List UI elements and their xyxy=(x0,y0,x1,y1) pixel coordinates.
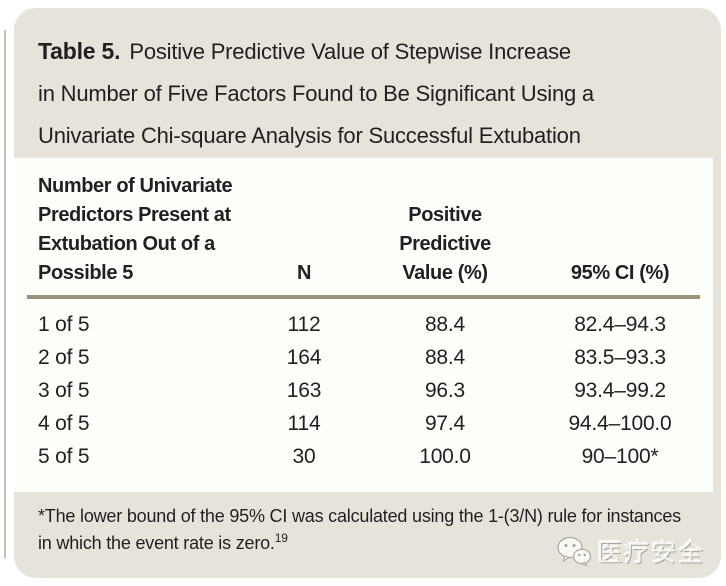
table-panel: Number of Univariate Predictors Present … xyxy=(14,158,713,492)
cell-ci: 82.4–94.3 xyxy=(574,312,666,336)
table-title-text-1: Positive Predictive Value of Stepwise In… xyxy=(129,39,571,64)
table-title: Table 5. Positive Predictive Value of Ste… xyxy=(14,8,721,158)
footnote-line-1: *The lower bound of the 95% CI was calcu… xyxy=(38,506,681,526)
table-title-line-2: in Number of Five Factors Found to Be Si… xyxy=(38,81,594,106)
table-number-label: Table 5. xyxy=(38,38,121,64)
col-header-n: N xyxy=(296,262,312,284)
cell-predictors: 4 of 5 xyxy=(38,411,90,435)
table-body: 1 of 5 112 88.4 82.4–94.3 2 of 5 164 88.… xyxy=(14,299,713,473)
scan-edge-line xyxy=(4,30,6,558)
table-footnote: *The lower bound of the 95% CI was calcu… xyxy=(14,492,721,557)
col-header-ppv: Positive Predictive Value (%) xyxy=(399,204,491,284)
wechat-icon xyxy=(557,536,592,567)
cell-ci: 93.4–99.2 xyxy=(574,378,666,402)
table-row: 2 of 5 164 88.4 83.5–93.3 xyxy=(38,341,713,374)
table-card: Table 5. Positive Predictive Value of Ste… xyxy=(14,8,721,578)
cell-predictors: 3 of 5 xyxy=(38,378,90,402)
watermark-text: 医疗安全 xyxy=(596,539,705,567)
cell-n: 30 xyxy=(292,444,316,468)
table-title-line-3: Univariate Chi-square Analysis for Succe… xyxy=(38,123,581,148)
cell-ppv: 100.0 xyxy=(419,444,471,468)
cell-ci: 94.4–100.0 xyxy=(568,411,672,435)
table-row: 1 of 5 112 88.4 82.4–94.3 xyxy=(38,308,713,341)
col-header-predictors: Number of Univariate Predictors Present … xyxy=(38,175,233,284)
cell-n: 164 xyxy=(286,345,322,369)
cell-n: 114 xyxy=(287,411,321,435)
table-title-line-1: Table 5. Positive Predictive Value of Ste… xyxy=(38,30,703,73)
cell-ppv: 97.4 xyxy=(424,411,466,435)
cell-n: 163 xyxy=(286,378,322,402)
table-row: 5 of 5 30 100.0 90–100* xyxy=(38,440,713,473)
cell-ppv: 88.4 xyxy=(424,312,466,336)
header-rule xyxy=(27,295,700,299)
table-header-row: Number of Univariate Predictors Present … xyxy=(14,158,713,288)
cell-ppv: 96.3 xyxy=(424,378,466,402)
cell-n: 112 xyxy=(287,312,321,336)
footnote-reference: 19 xyxy=(274,531,288,545)
cell-ppv: 88.4 xyxy=(424,345,466,369)
col-header-ci: 95% CI (%) xyxy=(570,262,670,284)
cell-ci: 83.5–93.3 xyxy=(574,345,666,369)
watermark: 医疗安全 xyxy=(557,533,705,569)
cell-predictors: 2 of 5 xyxy=(38,345,90,369)
table-row: 4 of 5 114 97.4 94.4–100.0 xyxy=(38,407,713,440)
cell-predictors: 5 of 5 xyxy=(38,444,90,468)
footnote-line-2: in which the event rate is zero. xyxy=(38,533,275,553)
cell-ci: 90–100* xyxy=(581,444,659,468)
cell-predictors: 1 of 5 xyxy=(38,312,90,336)
table-row: 3 of 5 163 96.3 93.4–99.2 xyxy=(38,374,713,407)
